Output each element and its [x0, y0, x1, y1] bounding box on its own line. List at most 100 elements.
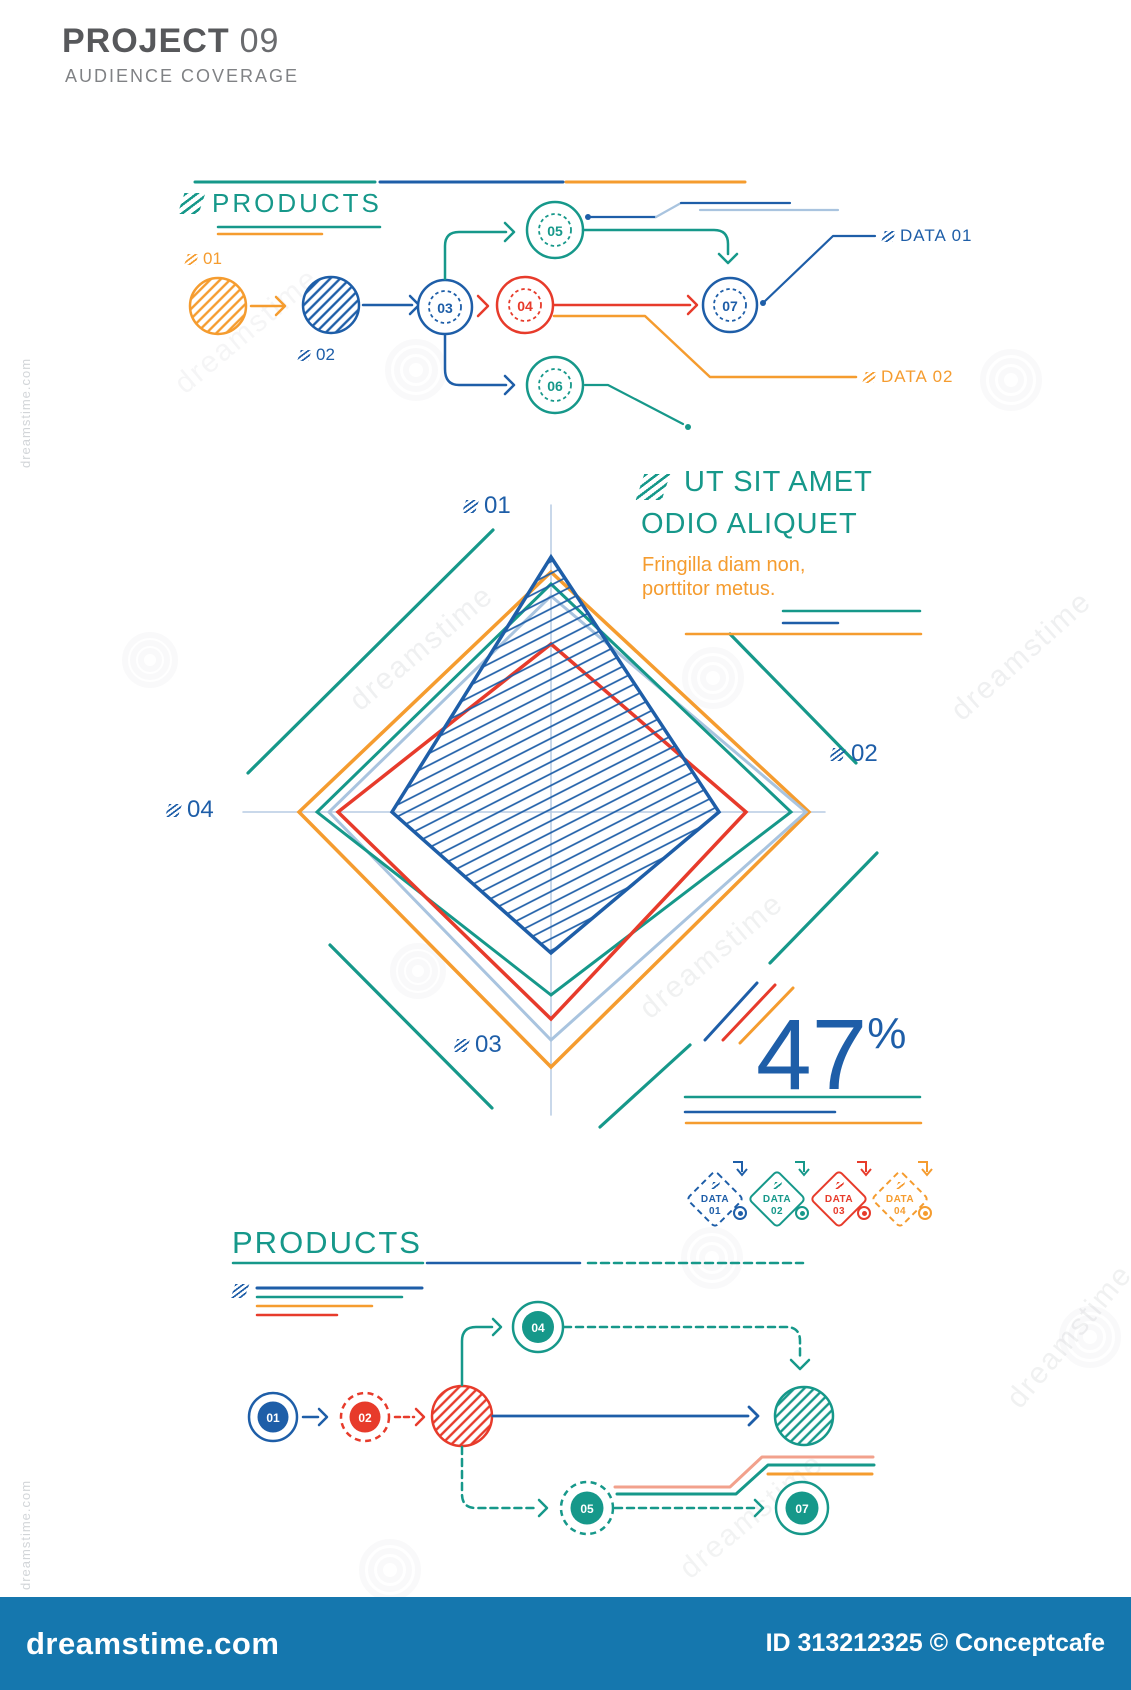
legend-label-text: DATA [824, 1193, 854, 1205]
bottom-flowchart: 01 02 04 05 07 [231, 1261, 876, 1536]
stat-unit: % [867, 1009, 907, 1058]
radar-chart [242, 504, 879, 1129]
connector-05-07 [581, 228, 730, 256]
legend-item-data-04: DATA 04 [868, 1161, 933, 1231]
hatch-icon [452, 1038, 471, 1052]
arrow-head-down [789, 1358, 811, 1371]
flow-node-06-inner-ring [538, 368, 572, 402]
arrow-head [491, 1317, 503, 1337]
hatch-icon [297, 349, 312, 361]
flow2-node-02-disc [349, 1401, 381, 1433]
radar-series-group [296, 553, 812, 1070]
arrow-head [317, 1407, 329, 1427]
flow-node-07-label: 07 [722, 298, 738, 314]
data-01-callout-line [761, 234, 877, 305]
legend-dot-icon [733, 1206, 747, 1220]
legend-arrow-icon [918, 1161, 933, 1177]
watermark-text: dreamstime [168, 261, 325, 400]
top-flow-title-text: PRODUCTS [212, 188, 382, 218]
edge-watermark: dreamstime.com [18, 357, 33, 468]
legend-arrow-icon [857, 1161, 872, 1177]
hatch-icon [461, 499, 480, 513]
legend-item-data-03: DATA 03 [807, 1161, 872, 1231]
arrow-head [537, 1498, 549, 1518]
arrow-head [503, 374, 516, 396]
hatch-icon [164, 803, 183, 817]
watermark-text: dreamstime [945, 584, 1098, 727]
watermark-texts: dreamstime dreamstime dreamstime dreamst… [168, 261, 1131, 1585]
top-flow-label-01: 01 [184, 249, 222, 269]
axis-label-text: 03 [475, 1031, 502, 1058]
legend-item-data-02: DATA 02 [745, 1161, 810, 1231]
stat-percentage: 47 % [756, 999, 907, 1111]
radar-heading-line1: UT SIT AMET [684, 466, 873, 498]
flow-node-hatched-orange [188, 276, 248, 336]
radar-series-blue [389, 553, 722, 956]
legend-label: DATA 02 [745, 1181, 809, 1219]
connector-04-end [562, 1325, 802, 1360]
legend-item-data-01: DATA 01 [683, 1161, 748, 1231]
radar-axis-label-03: 03 [452, 1031, 502, 1059]
flow-node-04-label: 04 [517, 298, 533, 314]
decor-diagonal [738, 986, 795, 1045]
legend-label-text: DATA [700, 1193, 730, 1205]
hatch-icon [834, 1182, 844, 1189]
watermark-bar: dreamstime.com ID 313212325 © Conceptcaf… [0, 1597, 1131, 1690]
label-text: DATA 01 [900, 226, 973, 245]
hatch-icon [177, 193, 206, 214]
radar-subheading-line2: porttitor metus. [642, 578, 776, 600]
flow-node-04-inner-ring [508, 288, 542, 322]
watermark-credit: ID 313212325 © Conceptcafe [765, 1629, 1105, 1657]
top-flow-title: PRODUCTS [177, 188, 382, 219]
flow-node-05-inner-ring [538, 213, 572, 247]
legend-label-num: 04 [893, 1206, 907, 1217]
page-subtitle: AUDIENCE COVERAGE [65, 66, 300, 86]
flow2-node-04-disc [522, 1311, 554, 1343]
arrow-head [274, 295, 287, 317]
legend-dot-icon [918, 1206, 932, 1220]
watermark-logo: dreamstime.com [26, 1625, 280, 1661]
page-title-number: 09 [239, 22, 280, 60]
watermark-spirals [122, 339, 1121, 1601]
flow2-node-02-label: 02 [358, 1411, 372, 1425]
decor-zigzag [615, 1463, 876, 1496]
flow-node-07-inner-ring [713, 288, 747, 322]
flow2-node-04-label: 04 [531, 1321, 545, 1335]
stat-decor [683, 609, 923, 1125]
flow-node-06 [525, 355, 585, 415]
arrow-head [414, 1407, 426, 1427]
hatch-icon [895, 1182, 905, 1189]
bottom-flow-title: PRODUCTS [232, 1225, 422, 1260]
radar-heading-line2: ODIO ALIQUET [641, 508, 858, 540]
page-title: PROJECT 09 [62, 22, 279, 61]
connector-red-04 [460, 1325, 494, 1387]
decor-diagonal [721, 983, 777, 1042]
flow2-node-05-label: 05 [580, 1502, 594, 1516]
legend-label-num: 01 [708, 1206, 722, 1217]
data-02-label: DATA 02 [862, 367, 954, 387]
legend-dot-icon [795, 1206, 809, 1220]
legend-label: DATA 01 [683, 1181, 747, 1219]
legend-label: DATA 04 [868, 1181, 932, 1219]
connector-red-05 [460, 1445, 540, 1510]
flow2-node-05-disc [570, 1491, 604, 1525]
label-text: 01 [203, 249, 222, 268]
axis-label-text: 02 [851, 740, 878, 767]
stat-value: 47 [756, 999, 868, 1111]
connector-03-05 [443, 230, 508, 281]
decor-zigzag [613, 1455, 875, 1489]
label-text: DATA 02 [881, 367, 954, 386]
legend-label-num: 03 [832, 1206, 846, 1217]
radar-series-light-blue [326, 593, 809, 1043]
flow2-node-hatched-teal [773, 1385, 835, 1447]
data-01-label: DATA 01 [881, 226, 973, 246]
hatch-icon [881, 230, 896, 242]
radar-subheading-line1: Fringilla diam non, [642, 554, 806, 576]
legend-dot-icon [857, 1206, 871, 1220]
legend-arrow-icon [733, 1161, 748, 1177]
hatch-icon [828, 747, 847, 761]
radar-series-teal [314, 581, 794, 997]
hatch-icon [862, 371, 877, 383]
label-text: 02 [316, 345, 335, 364]
